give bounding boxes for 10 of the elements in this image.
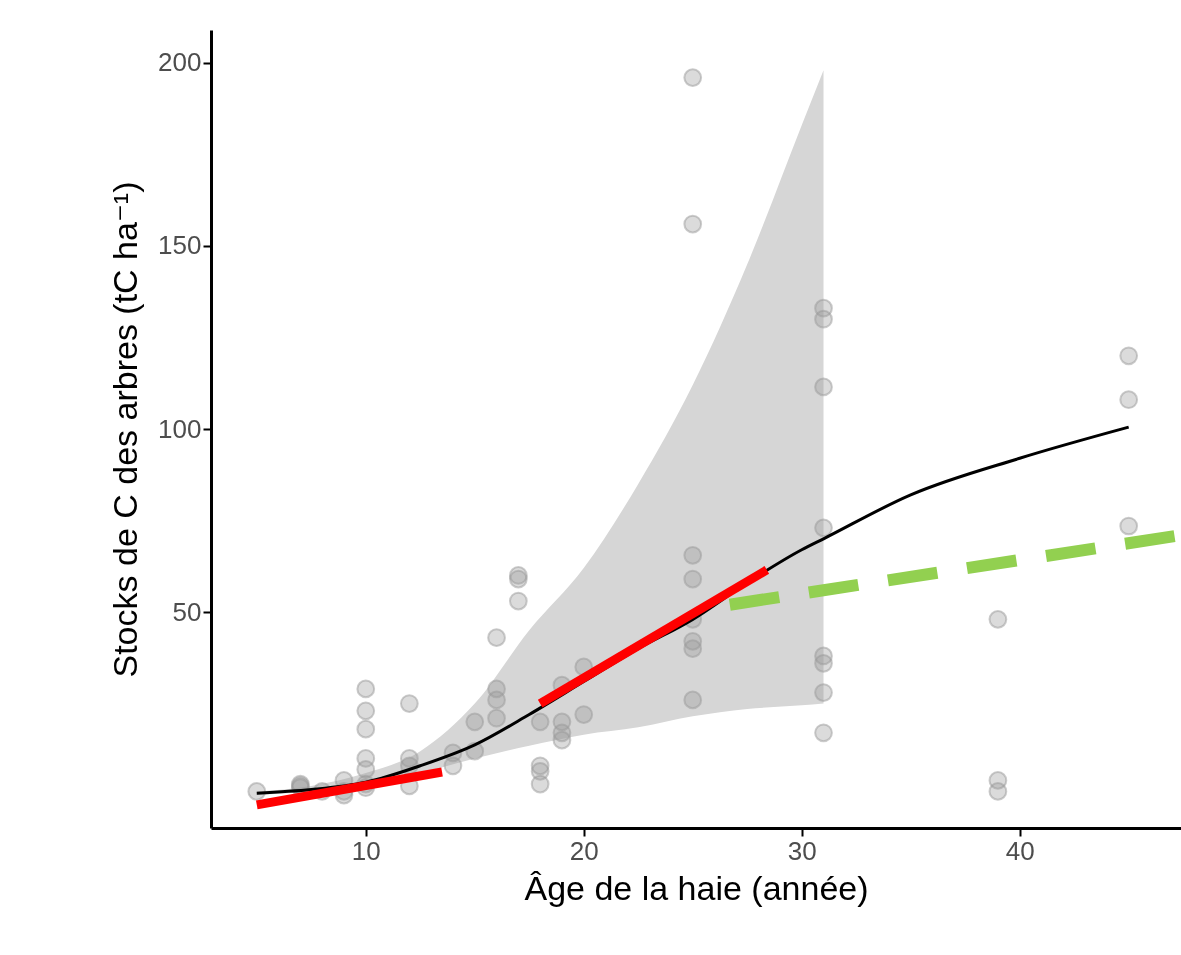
x-tick-label: 30	[787, 835, 817, 866]
y-tick-label: 100	[158, 413, 202, 444]
x-tick-label: 10	[351, 835, 381, 866]
x-tick-label: 20	[569, 835, 599, 866]
y-tick-label: 150	[158, 230, 202, 261]
x-tick-label: 40	[1005, 835, 1035, 866]
y-tick-label: 50	[172, 596, 202, 627]
y-tick-label: 200	[158, 47, 202, 78]
x-axis-title: Âge de la haie (année)	[524, 868, 869, 907]
y-axis-title: Stocks de C des arbres (tC ha⁻¹)	[106, 181, 145, 678]
